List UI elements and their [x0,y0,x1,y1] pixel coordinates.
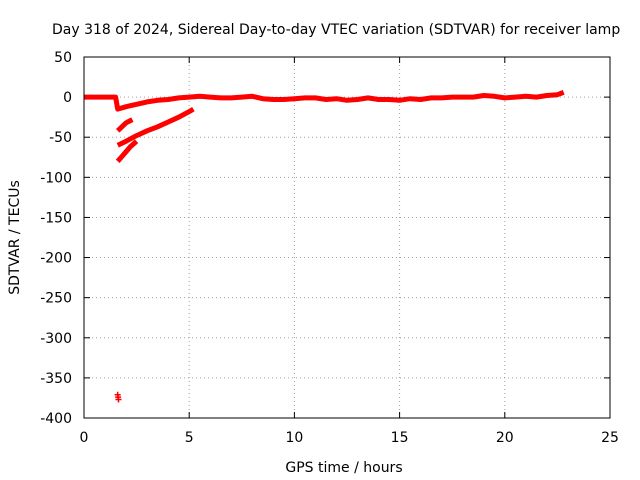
plot-area [84,89,565,403]
y-tick-label: 0 [63,90,72,106]
x-tick-label: 25 [601,430,619,446]
series-main [84,89,565,112]
plot-frame [83,56,611,419]
series-arc-2 [116,106,195,148]
y-tick-label: -200 [40,251,72,267]
tick-labels: 0 5 10 15 20 25 50 0 -50 -100 -150 -200 -250 -300 -350… [40,50,619,446]
x-axis-label: GPS time / hours [285,460,402,476]
series-arc-1 [115,117,134,133]
y-tick-label: -400 [40,411,72,427]
y-tick-label: -350 [40,371,72,387]
y-tick-label: 50 [54,50,72,66]
y-tick-label: -250 [40,291,72,307]
x-tick-label: 0 [80,430,89,446]
x-tick-label: 10 [285,430,303,446]
axis-ticks [83,56,611,419]
y-tick-label: -150 [40,210,72,226]
y-tick-label: -300 [40,331,72,347]
grid-lines [84,57,610,418]
chart-title: Day 318 of 2024, Sidereal Day-to-day VTE… [52,22,620,38]
y-tick-label: -50 [49,130,72,146]
x-tick-label: 5 [185,430,194,446]
y-tick-label: -100 [40,170,72,186]
x-tick-label: 20 [496,430,514,446]
series-arc-3 [115,139,139,163]
data-point [115,396,122,403]
x-tick-label: 15 [391,430,409,446]
y-axis-label: SDTVAR / TECUs [7,180,23,295]
